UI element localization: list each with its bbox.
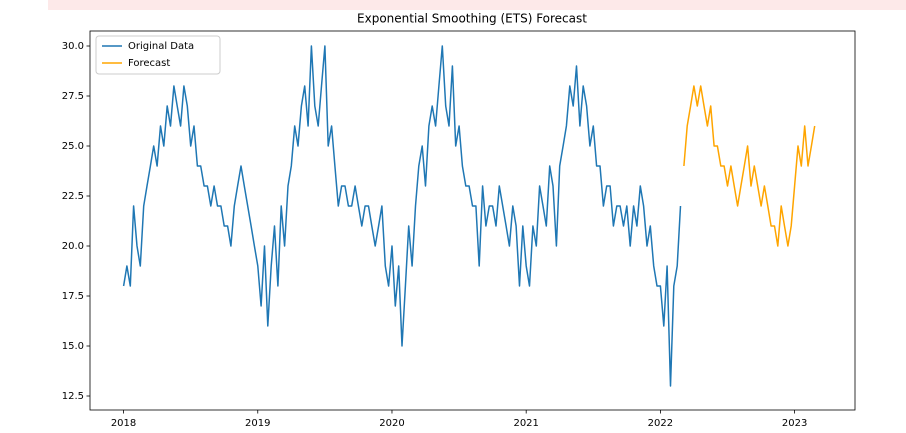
x-tick-label: 2022 [648, 418, 673, 429]
x-tick-label: 2023 [782, 418, 807, 429]
x-tick-label: 2021 [513, 418, 538, 429]
x-tick-label: 2019 [245, 418, 270, 429]
y-tick-label: 22.5 [62, 191, 84, 202]
warning-strip [48, 0, 906, 10]
legend-label: Original Data [128, 41, 194, 52]
y-tick-label: 15.0 [62, 341, 84, 352]
y-tick-label: 12.5 [62, 391, 84, 402]
y-tick-label: 27.5 [62, 91, 84, 102]
series-line [122, 45, 682, 387]
series-line [683, 85, 816, 247]
x-tick-label: 2018 [111, 418, 136, 429]
legend-label: Forecast [128, 58, 170, 69]
chart-title: Exponential Smoothing (ETS) Forecast [357, 12, 587, 26]
y-tick-label: 25.0 [62, 141, 84, 152]
y-tick-label: 30.0 [62, 41, 84, 52]
y-tick-label: 20.0 [62, 241, 84, 252]
legend-box [95, 35, 221, 75]
y-tick-label: 17.5 [62, 291, 84, 302]
axes-frame [89, 30, 856, 411]
x-tick-label: 2020 [379, 418, 404, 429]
